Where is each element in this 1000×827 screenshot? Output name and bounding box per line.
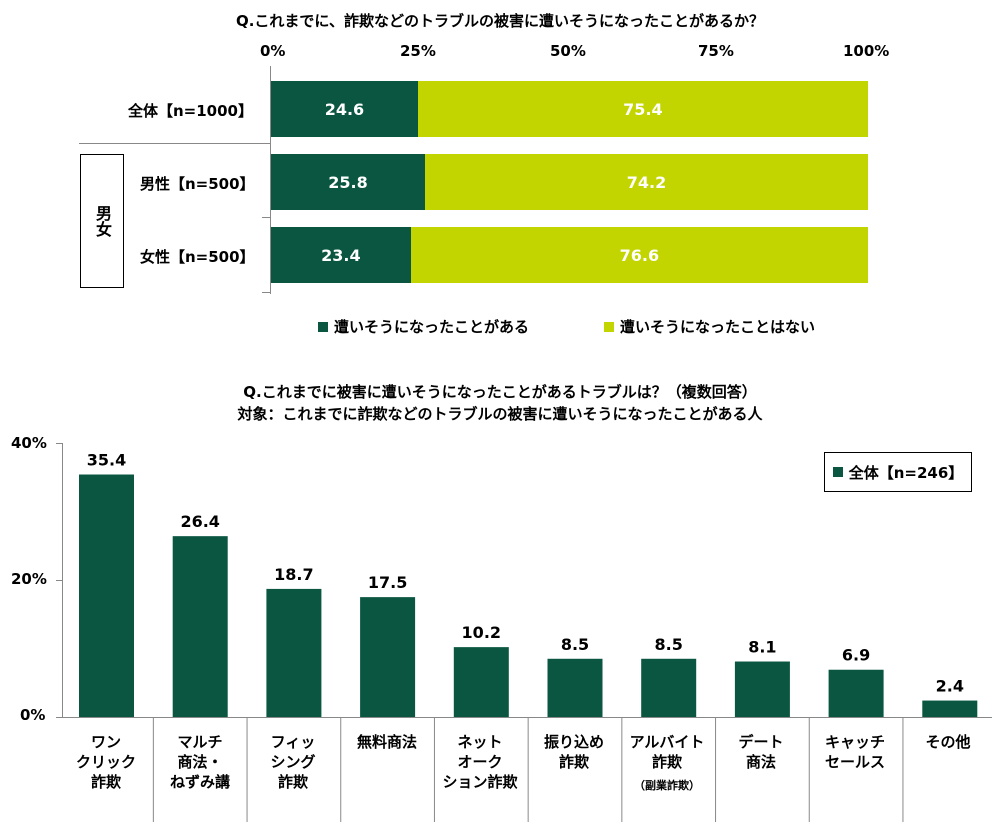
chart2-category-label: アルバイト 詐欺	[629, 733, 705, 771]
chart2-ytick: 40%	[11, 434, 47, 452]
chart2-ytick: 0%	[20, 706, 46, 724]
chart1-y-axis	[270, 66, 271, 294]
bar-value-label: 25.8	[328, 172, 368, 192]
legend-swatch	[832, 467, 843, 477]
chart2-category-label: マルチ 商法・ ねずみ講	[169, 733, 230, 791]
chart2-title: Q.これまでに被害に遭いそうになったことがあるトラブルは？（複数回答）	[243, 383, 757, 401]
bar-value-label: 8.1	[748, 638, 776, 657]
legend-swatch	[318, 321, 328, 332]
bar-value-label: 74.2	[626, 172, 667, 192]
bar-segment-no: 74.2	[425, 154, 868, 210]
bar-segment-no: 75.4	[417, 81, 868, 137]
chart2-tick	[56, 580, 62, 581]
bar-value-label: 26.4	[180, 512, 219, 531]
chart2-category-label: フィッ シング 詐欺	[270, 733, 316, 791]
bar-value-label: 8.5	[655, 635, 683, 654]
bar	[172, 536, 228, 717]
chart2-legend: 全体【n=246】	[824, 452, 972, 492]
bar-value-label: 6.9	[842, 646, 870, 665]
chart1-tick	[262, 217, 270, 218]
chart2-category-label: キャッチ セールス	[824, 733, 885, 771]
bar-segment-no: 76.6	[410, 227, 868, 283]
legend-label: 遭いそうになったことがある	[334, 318, 530, 336]
bar-value-label: 76.6	[619, 245, 660, 265]
chart1-xtick: 100%	[843, 42, 890, 60]
chart2-y-axis	[62, 443, 63, 718]
bar	[828, 669, 884, 717]
bar-value-label: 18.7	[274, 565, 313, 584]
chart2-subtitle: 対象：これまでに詐欺などのトラブルの被害に遭いそうになったことがある人	[237, 405, 763, 423]
bar	[922, 700, 978, 717]
bar-value-label: 75.4	[623, 99, 663, 119]
chart1-category-label: 全体【n=1000】	[128, 102, 253, 120]
chart2-category-note: （副業詐欺）	[634, 779, 700, 792]
chart1-xtick: 25%	[400, 42, 436, 60]
bar-segment-yes: 23.4	[271, 227, 411, 283]
bar-value-label: 2.4	[936, 677, 964, 696]
bar	[266, 588, 322, 717]
chart1-category-label: 女性【n=500】	[140, 248, 255, 266]
chart1-xtick: 75%	[698, 42, 734, 60]
chart2-category-label: 振り込め 詐欺	[543, 733, 604, 771]
chart1-tick	[262, 292, 270, 293]
bar	[360, 597, 416, 717]
chart2-category-label: 無料商法	[356, 733, 417, 751]
bar-value-label: 35.4	[87, 451, 126, 470]
chart1-legend-item: 遭いそうになったことはない	[604, 316, 815, 337]
bar	[453, 647, 509, 717]
bar	[641, 658, 697, 717]
bar-value-label: 17.5	[368, 573, 407, 592]
bar	[734, 661, 790, 717]
chart1-category-label: 男性【n=500】	[140, 175, 255, 193]
chart2-category-label: デート 商法	[738, 733, 784, 771]
bar	[547, 658, 603, 717]
chart1-separator	[79, 143, 271, 144]
legend-swatch	[604, 321, 614, 332]
chart2-category-label: ネット オーク ション詐欺	[442, 733, 518, 791]
chart1-group-box: 男女	[80, 154, 124, 288]
bar-value-label: 8.5	[561, 635, 589, 654]
chart1-xtick: 50%	[550, 42, 586, 60]
chart1-xtick: 0%	[260, 42, 286, 60]
bar-segment-yes: 25.8	[271, 154, 426, 210]
chart2-tick	[56, 443, 62, 444]
chart2-ytick: 20%	[11, 570, 47, 588]
bar	[79, 474, 134, 717]
chart2-category-label: ワン クリック 詐欺	[75, 733, 136, 791]
chart1-title: Q.これまでに、詐欺などのトラブルの被害に遭いそうになったことがあるか？	[235, 12, 764, 30]
bar-segment-yes: 24.6	[271, 81, 418, 137]
bar-value-label: 23.4	[321, 245, 361, 265]
bar-value-label: 24.6	[324, 99, 365, 119]
legend-label: 全体【n=246】	[848, 463, 964, 482]
chart1-legend-item: 遭いそうになったことがある	[318, 316, 529, 337]
chart2-x-axis	[56, 717, 992, 718]
chart2-category-label: その他	[925, 733, 971, 751]
legend-label: 遭いそうになったことはない	[620, 318, 816, 336]
bar-value-label: 10.2	[462, 623, 501, 642]
chart1-group-label: 男女	[93, 205, 112, 237]
